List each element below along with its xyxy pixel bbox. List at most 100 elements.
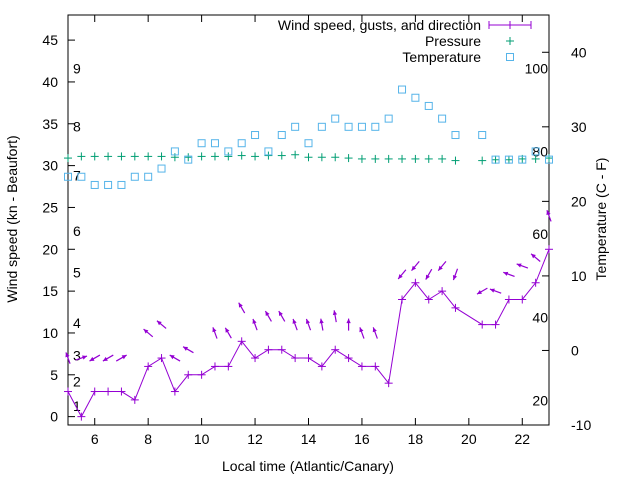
temperature-point [104, 180, 113, 189]
pressure-point [264, 151, 273, 160]
wind-speed-point [344, 354, 353, 363]
pressure-point [424, 154, 433, 163]
beaufort-label: 2 [73, 373, 81, 389]
beaufort-label: 6 [73, 223, 81, 239]
temperature-point [264, 147, 273, 156]
wind-speed-point [504, 295, 513, 304]
wind-arrow [252, 318, 258, 331]
wind-speed-point [398, 295, 407, 304]
y-right-tick-label: 40 [571, 44, 587, 60]
pressure-point [117, 152, 126, 161]
temperature-point [384, 114, 393, 123]
legend-label-wind: Wind speed, gusts, and direction [278, 17, 481, 33]
pressure-point [237, 151, 246, 160]
temperature-point [237, 139, 246, 148]
pressure-point [398, 154, 407, 163]
pressure-point [478, 156, 487, 165]
x-tick-label: 6 [91, 431, 99, 447]
wind-speed-point [104, 387, 113, 396]
legend-marker-pressure [506, 37, 514, 45]
x-tick-label: 8 [144, 431, 152, 447]
x-tick-label: 14 [301, 431, 317, 447]
legend-sample-temperature [506, 53, 514, 61]
wind-speed-point [384, 379, 393, 388]
fahrenheit-label: 20 [532, 392, 548, 408]
legend-marker-temperature [506, 53, 514, 61]
wind-speed-point [518, 295, 527, 304]
temperature-point [157, 164, 166, 173]
series-layer [64, 85, 553, 421]
wind-speed-point [251, 354, 260, 363]
wind-speed-point [144, 362, 153, 371]
pressure-point [371, 154, 380, 163]
pressure-point [531, 154, 540, 163]
wind-arrow [156, 320, 167, 329]
wind-arrow [332, 310, 338, 323]
temperature-point [144, 172, 153, 181]
y-right-tick-label: 0 [571, 342, 579, 358]
wind-speed-point [411, 278, 420, 287]
x-axis-label: Local time (Atlantic/Canary) [222, 458, 394, 474]
wind-speed-point [545, 245, 553, 254]
pressure-point [224, 152, 233, 161]
legend-marker-wind [506, 21, 514, 29]
temperature-point [197, 139, 206, 148]
pressure-point [157, 152, 166, 161]
wind-speed-point [277, 345, 286, 354]
pressure-point [411, 154, 420, 163]
x-tick-label: 18 [408, 431, 424, 447]
temperature-point [357, 122, 366, 131]
temperature-point [317, 122, 326, 131]
wind-speed-point [424, 295, 433, 304]
wind-arrow [238, 302, 246, 314]
x-tick-label: 12 [247, 431, 263, 447]
y-right-tick-label: 30 [571, 119, 587, 135]
wind-speed-point [184, 370, 193, 379]
x-tick-label: 20 [461, 431, 477, 447]
pressure-point [545, 154, 553, 163]
y-left-tick-label: 5 [50, 367, 58, 383]
temperature-point [504, 155, 513, 164]
temperature-point [304, 139, 313, 148]
pressure-point [197, 152, 206, 161]
temperature-point [531, 147, 540, 156]
temperature-point [424, 101, 433, 110]
wind-speed-point [531, 278, 540, 287]
wind-speed-point [357, 362, 366, 371]
wind-speed-point [77, 412, 86, 421]
pressure-point [184, 153, 193, 162]
legend-label-temperature: Temperature [402, 49, 481, 65]
beaufort-label: 5 [73, 265, 81, 281]
wind-arrow [278, 310, 286, 322]
wind-speed-point [264, 345, 273, 354]
temperature-point [64, 172, 72, 181]
legend: Wind speed, gusts, and direction Pressur… [278, 17, 532, 65]
pressure-point [277, 151, 286, 160]
wind-speed-point [451, 303, 460, 312]
wind-arrow [264, 310, 272, 322]
temperature-point [77, 172, 86, 181]
wind-speed-point [291, 354, 300, 363]
pressure-point [144, 152, 153, 161]
wind-arrow [143, 328, 154, 338]
temperature-point [170, 147, 179, 156]
pressure-point [451, 156, 460, 165]
y-left-tick-label: 25 [42, 199, 58, 215]
pressure-point [304, 153, 313, 162]
x-tick-label: 10 [194, 431, 210, 447]
wind-arrow [224, 327, 232, 339]
pressure-point [491, 155, 500, 164]
wind-arrow [319, 318, 324, 331]
wind-arrow [292, 318, 298, 331]
y-axis-right-label: Temperature (C - F) [593, 158, 609, 281]
y-axis-left-label: Wind speed (kn - Beaufort) [4, 135, 20, 302]
beaufort-label: 7 [73, 168, 81, 184]
wind-arrow [425, 268, 433, 280]
temperature-point [331, 114, 340, 123]
temperature-point [184, 155, 193, 164]
wind-speed-point [210, 362, 219, 371]
pressure-point [251, 152, 260, 161]
legend-label-pressure: Pressure [425, 33, 481, 49]
